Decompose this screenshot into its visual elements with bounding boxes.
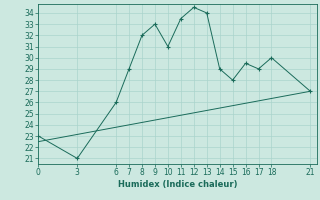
X-axis label: Humidex (Indice chaleur): Humidex (Indice chaleur) — [118, 180, 237, 189]
